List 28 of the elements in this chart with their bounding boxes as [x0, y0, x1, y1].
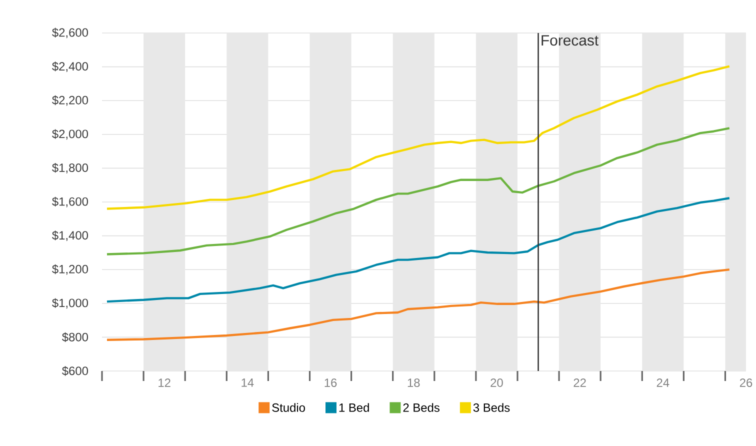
legend-label: 3 Beds — [473, 403, 510, 412]
x-tick-label: 12 — [158, 378, 170, 387]
legend-label: 2 Beds — [403, 403, 440, 412]
y-tick-label: $600 — [62, 366, 88, 376]
legend-label: 1 Bed — [339, 403, 369, 412]
line-series — [106, 197, 730, 303]
legend-label: Studio — [272, 403, 305, 412]
line-series — [106, 268, 730, 341]
x-tick-label: 26 — [740, 378, 752, 387]
y-tick-label: $1,200 — [52, 264, 88, 275]
y-tick-label: $1,000 — [52, 298, 88, 309]
x-tick-label: 22 — [574, 378, 586, 387]
x-tick-label: 18 — [408, 378, 420, 387]
x-tick-label: 20 — [490, 378, 503, 387]
line-series — [106, 65, 730, 210]
x-tick-label: 24 — [656, 378, 670, 387]
y-tick-label: $1,800 — [52, 163, 88, 174]
y-tick-label: $2,200 — [52, 95, 88, 106]
y-tick-label: $800 — [62, 332, 88, 342]
y-tick-label: $2,600 — [52, 28, 88, 38]
x-tick-label: 16 — [324, 378, 337, 387]
x-tick-label: 14 — [242, 378, 254, 387]
y-tick-label: $1,400 — [52, 230, 88, 241]
y-tick-label: $2,000 — [52, 129, 88, 140]
ref-line-label: Forecast — [542, 35, 598, 46]
y-tick-label: $2,400 — [52, 62, 88, 72]
y-tick-label: $1,600 — [52, 196, 88, 208]
line-series — [106, 127, 730, 256]
